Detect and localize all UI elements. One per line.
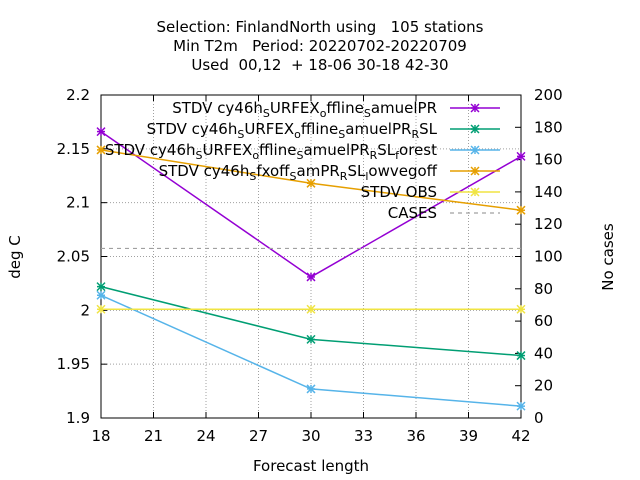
chart-title-line-1: Selection: FinlandNorth using 105 statio… [156,18,484,36]
legend-marker-stdv-obs [470,187,480,197]
y-tick-label: 2.05 [57,248,90,266]
legend-marker-stdv-cy46h-s-urfex-o-ffline-s-amuelpr [470,103,480,113]
x-tick-label: 33 [354,427,373,445]
x-tick-label: 21 [144,427,163,445]
legend-label-stdv-obs: STDV OBS [361,183,437,201]
legend-label-stdv-cy46h-s-urfex-o-ffline-s-amuelpr-r-sl-f-orest: STDV cy46hSURFEXofflineSamuelPRRSLforest [105,141,437,162]
x-tick-label: 42 [511,427,530,445]
y2-axis-label: No cases [599,223,617,291]
data-point-stdv-cy46h-s-urfex-o-ffline-s-amuelpr-r-sl [516,351,526,361]
y2-tick-label: 80 [534,280,553,298]
data-point-stdv-cy46h-s-urfex-o-ffline-s-amuelpr-r-sl-f-orest [306,384,316,394]
y2-tick-label: 140 [534,183,563,201]
x-tick-label: 24 [196,427,215,445]
y-tick-label: 1.9 [66,409,90,427]
legend-marker-stdv-cy46h-s-urfex-o-ffline-s-amuelpr-r-sl [470,124,480,134]
data-point-stdv-obs [306,304,316,314]
y2-tick-label: 200 [534,86,563,104]
data-point-stdv-cy46h-s-urfex-o-ffline-s-amuelpr-r-sl [306,334,316,344]
y2-tick-label: 0 [534,409,544,427]
chart-title-line-3: Used 00,12 + 18-06 30-18 42-30 [191,56,449,74]
x-tick-label: 39 [459,427,478,445]
y-tick-label: 2 [80,301,90,319]
y2-tick-label: 20 [534,377,553,395]
chart-title-line-2: Min T2m Period: 20220702-20220709 [173,37,467,55]
y2-tick-label: 100 [534,248,563,266]
legend-marker-stdv-cy46h-s-fxoff-s-ampr-r-sl-l-owvegoff [470,166,480,176]
y-tick-label: 1.95 [57,355,90,373]
x-tick-label: 27 [249,427,268,445]
x-axis-label: Forecast length [253,457,369,475]
x-tick-label: 36 [406,427,425,445]
y2-tick-label: 180 [534,118,563,136]
legend-label-stdv-cy46h-s-fxoff-s-ampr-r-sl-l-owvegoff: STDV cy46hSfxoffSamPRRSLlowvegoff [159,162,438,183]
data-point-stdv-cy46h-s-urfex-o-ffline-s-amuelpr [96,127,106,137]
data-point-stdv-cy46h-s-urfex-o-ffline-s-amuelpr-r-sl [96,282,106,292]
legend-label-cases: CASES [388,204,437,222]
y-tick-label: 2.2 [66,86,90,104]
data-point-stdv-cy46h-s-urfex-o-ffline-s-amuelpr [306,272,316,282]
y-tick-label: 2.15 [57,140,90,158]
data-point-stdv-obs [516,304,526,314]
y2-tick-label: 40 [534,344,553,362]
data-point-stdv-cy46h-s-urfex-o-ffline-s-amuelpr-r-sl-f-orest [516,401,526,411]
legend-label-stdv-cy46h-s-urfex-o-ffline-s-amuelpr-r-sl: STDV cy46hSURFEXofflineSamuelPRRSL [147,120,438,141]
data-point-stdv-cy46h-s-fxoff-s-ampr-r-sl-l-owvegoff [96,145,106,155]
y-tick-label: 2.1 [66,194,90,212]
x-tick-label: 18 [91,427,110,445]
x-tick-label: 30 [301,427,320,445]
data-point-stdv-cy46h-s-fxoff-s-ampr-r-sl-l-owvegoff [516,205,526,215]
y2-tick-label: 60 [534,312,553,330]
y2-tick-label: 120 [534,215,563,233]
y-axis-label: deg C [6,235,24,279]
data-point-stdv-cy46h-s-fxoff-s-ampr-r-sl-l-owvegoff [306,178,316,188]
data-point-stdv-cy46h-s-urfex-o-ffline-s-amuelpr-r-sl-f-orest [96,290,106,300]
data-point-stdv-obs [96,304,106,314]
y2-tick-label: 160 [534,151,563,169]
legend-label-stdv-cy46h-s-urfex-o-ffline-s-amuelpr: STDV cy46hSURFEXofflineSamuelPR [172,99,437,120]
data-point-stdv-cy46h-s-urfex-o-ffline-s-amuelpr [516,151,526,161]
legend-marker-stdv-cy46h-s-urfex-o-ffline-s-amuelpr-r-sl-f-orest [470,145,480,155]
